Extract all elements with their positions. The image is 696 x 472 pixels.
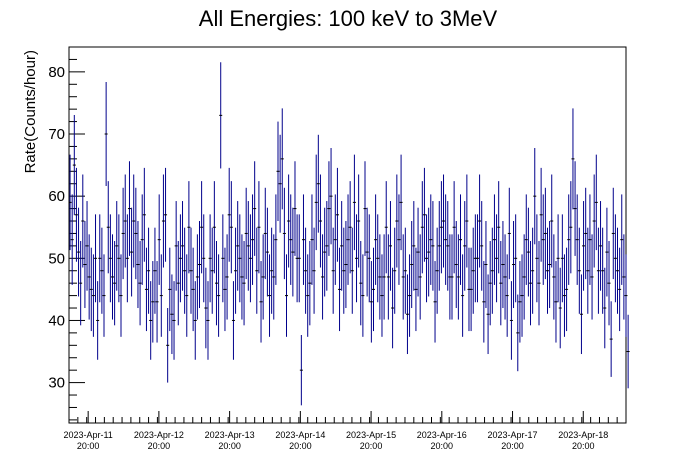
x-tick-label-time: 20:00 xyxy=(572,441,595,451)
x-tick-label-date: 2023-Apr-18 xyxy=(558,430,608,440)
x-tick-label-time: 20:00 xyxy=(360,441,383,451)
y-tick-label: 70 xyxy=(48,126,65,143)
x-tick-label-date: 2023-Apr-17 xyxy=(488,430,538,440)
data-points xyxy=(68,62,630,406)
x-tick-label-date: 2023-Apr-16 xyxy=(417,430,467,440)
x-tick-label-time: 20:00 xyxy=(289,441,312,451)
chart-title: All Energies: 100 keV to 3MeV xyxy=(199,6,498,31)
y-axis: 30 40 50 60 70 80 xyxy=(48,46,85,421)
y-tick-label: 30 xyxy=(48,375,65,392)
x-tick-label-date: 2023-Apr-14 xyxy=(275,430,325,440)
y-tick-label: 60 xyxy=(48,188,65,205)
y-tick-label: 50 xyxy=(48,250,65,267)
x-tick-label-date: 2023-Apr-13 xyxy=(205,430,255,440)
plot-frame xyxy=(68,46,627,424)
x-tick-label-date: 2023-Apr-11 xyxy=(63,430,112,440)
x-tick-label-time: 20:00 xyxy=(431,441,454,451)
x-axis: 2023-Apr-1120:002023-Apr-1220:002023-Apr… xyxy=(63,411,627,451)
y-tick-label: 40 xyxy=(48,312,65,329)
y-tick-label: 80 xyxy=(48,64,65,81)
x-tick-label-date: 2023-Apr-12 xyxy=(134,430,184,440)
x-tick-label-date: 2023-Apr-15 xyxy=(346,430,396,440)
y-axis-label: Rate(Counts/hour) xyxy=(22,50,39,173)
x-tick-label-time: 20:00 xyxy=(218,441,241,451)
x-tick-label-time: 20:00 xyxy=(77,441,100,451)
x-tick-label-time: 20:00 xyxy=(501,441,524,451)
x-tick-label-time: 20:00 xyxy=(148,441,171,451)
